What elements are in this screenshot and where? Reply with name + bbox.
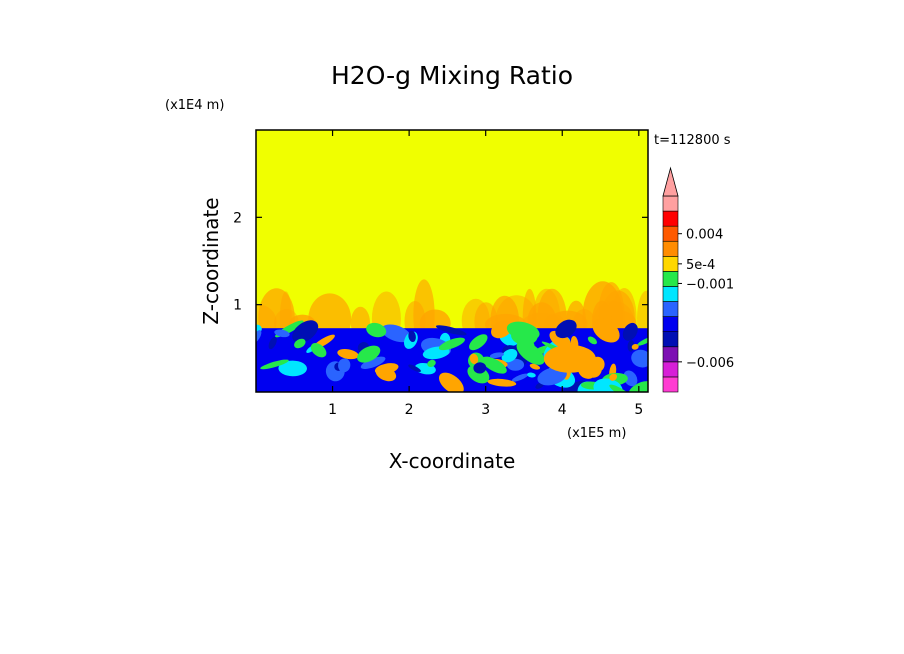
colorbar: 0.004 5e-4 −0.001 −0.006 (662, 166, 734, 393)
boundary-cell (537, 367, 567, 386)
y-axis-label: Z-coordinate (199, 197, 223, 324)
boundary-cell (491, 320, 513, 339)
x-tick-label: 5 (634, 402, 643, 418)
boundary-cell (473, 362, 487, 374)
boundary-cell (310, 343, 327, 358)
boundary-cell (623, 370, 638, 387)
boundary-cell (292, 320, 319, 343)
colorbar-label: −0.006 (686, 356, 734, 371)
x-tick-label: 1 (328, 402, 337, 418)
boundary-cell (527, 372, 536, 378)
x-tick-label: 2 (405, 402, 414, 418)
colorbar-swatch (662, 301, 679, 317)
boundary-cell (408, 364, 421, 373)
colorbar-swatch (662, 256, 679, 272)
chart-title: H2O-g Mixing Ratio (331, 61, 573, 90)
colorbar-swatch (662, 361, 679, 378)
colorbar-label: 0.004 (686, 228, 723, 243)
boundary-cell (506, 358, 525, 371)
x-tick-label: 3 (481, 402, 490, 418)
boundary-cell (487, 378, 517, 387)
boundary-cell (366, 322, 387, 338)
boundary-cell (592, 318, 620, 343)
boundary-cell (338, 358, 351, 373)
colorbar-swatch (662, 195, 679, 212)
boundary-cell (438, 337, 465, 351)
boundary-cell (357, 345, 381, 363)
boundary-cell (631, 343, 639, 350)
colorbar-swatch (662, 225, 679, 242)
boundary-cell (489, 352, 504, 359)
y-tick-label: 1 (233, 298, 242, 314)
boundary-cell (593, 378, 623, 392)
boundary-cell (274, 329, 290, 338)
colorbar-label: −0.001 (686, 277, 734, 292)
boundary-cell (435, 325, 467, 336)
plot-area (256, 130, 648, 392)
boundary-cell (439, 372, 464, 392)
boundary-layer-field (256, 318, 648, 392)
x-axis-ticks: 1 2 3 4 5 (328, 130, 643, 418)
boundary-cell (260, 359, 289, 370)
boundary-cell (427, 359, 436, 367)
time-label: t=112800 s (654, 133, 731, 148)
colorbar-swatch (662, 346, 679, 363)
boundary-cell (294, 338, 306, 349)
x-axis-label: X-coordinate (389, 449, 516, 473)
colorbar-swatch (662, 286, 679, 302)
boundary-cell (609, 373, 617, 381)
y-axis-ticks: 12 (233, 210, 648, 314)
boundary-cell (469, 353, 479, 365)
boundary-cell (543, 344, 596, 373)
colorbar-swatch (662, 316, 679, 332)
colorbar-extend-arrow (662, 166, 679, 197)
boundary-cell (360, 356, 386, 369)
colorbar-swatch (662, 210, 679, 227)
boundary-cell (408, 330, 416, 343)
boundary-cell (622, 322, 638, 341)
boundary-cell (268, 336, 277, 350)
boundary-cell (283, 363, 301, 374)
boundary-cell (381, 324, 411, 343)
boundary-cell (631, 349, 648, 368)
colorbar-swatch (662, 240, 679, 257)
boundary-cell (501, 349, 518, 363)
boundary-cell (481, 356, 507, 374)
boundary-cell (506, 321, 540, 341)
colorbar-swatch (662, 331, 679, 348)
y-scale-label: (x1E4 m) (165, 98, 224, 113)
colorbar-swatch (662, 376, 679, 393)
colorbar-label: 5e-4 (686, 258, 715, 273)
boundary-cell (555, 319, 577, 339)
plot-frame (255, 129, 649, 393)
boundary-cell (337, 349, 359, 360)
x-tick-label: 4 (558, 402, 567, 418)
boundary-cell (374, 363, 399, 375)
boundary-cell (549, 330, 572, 350)
boundary-cell (529, 363, 541, 370)
y-tick-label: 2 (233, 210, 242, 226)
x-scale-label: (x1E5 m) (567, 426, 626, 441)
boundary-cell (587, 336, 597, 345)
boundary-cell (469, 334, 488, 351)
colorbar-swatch (662, 271, 679, 287)
boundary-cell (511, 373, 529, 382)
boundary-cell (637, 336, 648, 346)
